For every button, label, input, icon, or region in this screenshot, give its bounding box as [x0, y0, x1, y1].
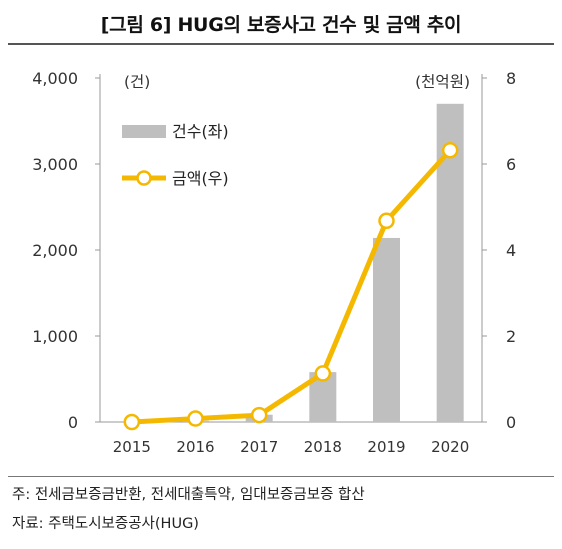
line-point: [187, 410, 204, 427]
right-tick-label: 8: [506, 69, 516, 88]
line-point: [250, 406, 268, 424]
right-axis-unit: (천억원): [415, 73, 470, 91]
bar: [373, 237, 400, 422]
line-point: [314, 365, 332, 382]
chart-title: [그림 6] HUG의 보증사고 건수 및 금액 추이: [100, 14, 462, 36]
x-tick-label: 2018: [304, 438, 342, 456]
line-series: [129, 147, 453, 425]
legend-bar-label: 건수(좌): [172, 122, 229, 141]
x-tick-label: 2020: [431, 438, 469, 456]
legend: 건수(좌) 금액(우): [122, 122, 229, 188]
x-tick-label: 2015: [113, 438, 151, 456]
labels-layer: 0 1,000 2,000 3,000 4,000 0 2 4 6 8 (건) (천억원) 2015 20…: [32, 69, 516, 456]
title-rule: [8, 43, 554, 45]
left-tick-label: 4,000: [32, 69, 78, 88]
line-point: [378, 212, 395, 230]
x-tick-label: 2019: [367, 438, 405, 456]
source-text: 자료: 주택도시보증공사(HUG): [12, 516, 199, 532]
left-tick-label: 1,000: [32, 327, 78, 346]
line-layer: [123, 141, 459, 431]
chart: 0 1,000 2,000 3,000 4,000 0 2 4 6 8 (건) (천억원) 2015 20…: [32, 69, 516, 456]
left-axis-unit: (건): [124, 73, 150, 91]
x-tick-label: 2017: [240, 438, 278, 456]
x-tick-label: 2016: [176, 438, 214, 456]
note-text: 주: 전세금보증금반환, 전세대출특약, 임대보증금보증 합산: [12, 487, 365, 503]
title-box: [그림 6] HUG의 보증사고 건수 및 금액 추이: [0, 0, 562, 45]
legend-line-marker: [136, 170, 152, 186]
left-tick-label: 3,000: [32, 155, 78, 174]
right-tick-label: 6: [506, 155, 516, 174]
right-tick-label: 4: [506, 241, 516, 260]
line-point: [123, 413, 141, 431]
right-tick-label: 2: [506, 327, 516, 346]
notes-rule: [8, 476, 554, 477]
left-tick-label: 2,000: [32, 241, 78, 260]
line-point: [441, 141, 459, 159]
left-tick-label: 0: [68, 413, 78, 432]
legend-bar-swatch: [122, 125, 166, 138]
legend-line-label: 금액(우): [172, 169, 229, 188]
right-tick-label: 0: [506, 413, 516, 432]
